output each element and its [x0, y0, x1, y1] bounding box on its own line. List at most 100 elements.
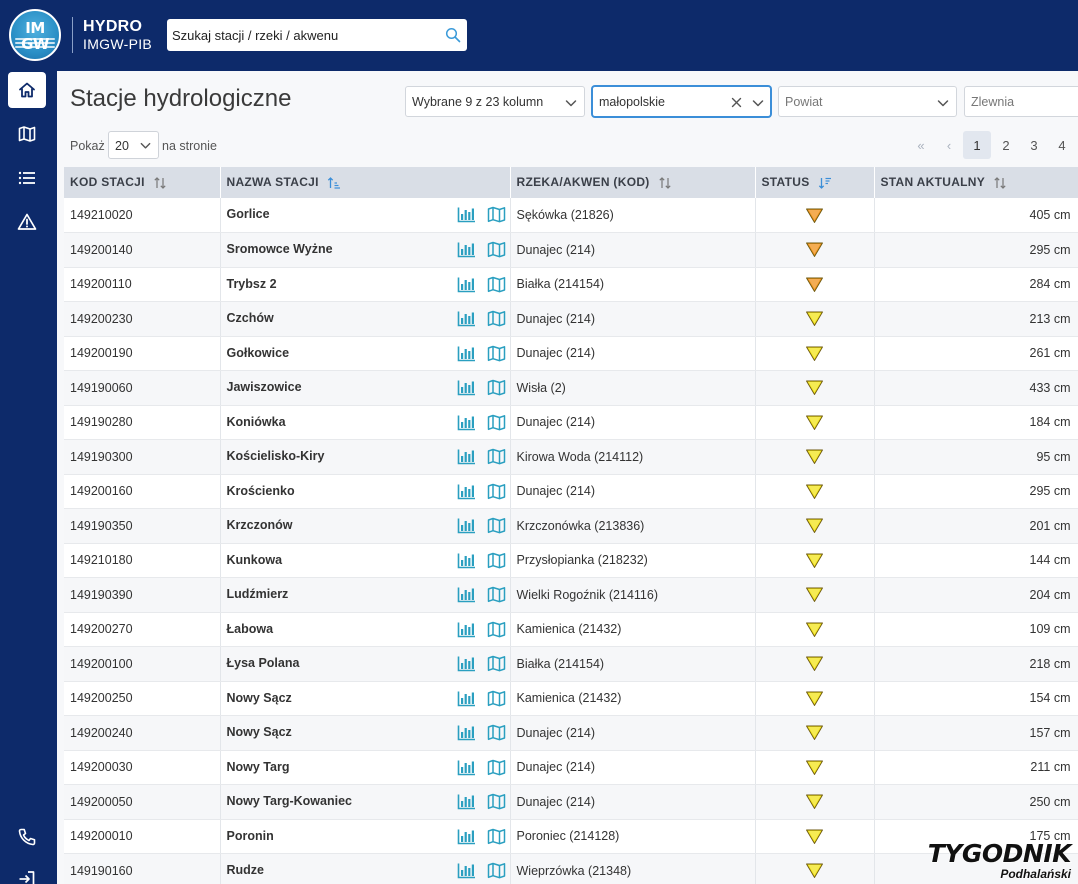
- chart-icon[interactable]: [457, 759, 476, 776]
- table-row[interactable]: 149200010 Poronin Poroniec (214128) 175 cm: [64, 819, 1078, 854]
- chart-icon[interactable]: [457, 621, 476, 638]
- county-dropdown[interactable]: Powiat: [778, 86, 957, 117]
- station-name[interactable]: Gołkowice: [226, 345, 290, 360]
- station-name[interactable]: Kościelisko-Kiry: [226, 449, 325, 463]
- column-header-status[interactable]: STATUS: [755, 167, 875, 198]
- station-name[interactable]: Łabowa: [226, 621, 274, 636]
- table-row[interactable]: 149200160 Krościenko Dunajec (214) 295 cm: [64, 474, 1078, 509]
- sidebar-item-contact[interactable]: [8, 819, 46, 855]
- chart-icon[interactable]: [457, 310, 476, 327]
- station-name[interactable]: Rudze: [226, 863, 265, 877]
- map-icon[interactable]: [487, 448, 506, 465]
- chart-icon[interactable]: [457, 414, 476, 431]
- pagination-page-1[interactable]: 1: [963, 131, 991, 159]
- columns-dropdown[interactable]: Wybrane 9 z 23 kolumn: [405, 86, 585, 117]
- table-row[interactable]: 149200240 Nowy Sącz Dunajec (214) 157 cm: [64, 715, 1078, 751]
- map-icon[interactable]: [487, 690, 506, 707]
- map-icon[interactable]: [487, 655, 506, 672]
- catchment-dropdown[interactable]: Zlewnia: [964, 86, 1078, 117]
- chart-icon[interactable]: [457, 690, 476, 707]
- pagination-page-2[interactable]: 2: [1002, 137, 1010, 153]
- map-icon[interactable]: [487, 483, 506, 500]
- table-row[interactable]: 149200100 Łysa Polana Białka (214154) 218 c…: [64, 646, 1078, 682]
- map-icon[interactable]: [487, 759, 506, 776]
- table-row[interactable]: 149190350 Krzczonów Krzczonówka (213836) 20…: [64, 508, 1078, 544]
- map-icon[interactable]: [487, 379, 506, 396]
- map-icon[interactable]: [487, 586, 506, 603]
- map-icon[interactable]: [487, 552, 506, 569]
- map-icon[interactable]: [487, 310, 506, 327]
- map-icon[interactable]: [487, 828, 506, 845]
- map-icon[interactable]: [487, 206, 506, 223]
- chart-icon[interactable]: [457, 793, 476, 810]
- column-header-river[interactable]: RZEKA/AKWEN (KOD): [510, 167, 756, 198]
- station-name[interactable]: Nowy Targ-Kowaniec: [226, 794, 352, 808]
- table-row[interactable]: 149200270 Łabowa Kamienica (21432) 109 cm: [64, 612, 1078, 647]
- chart-icon[interactable]: [457, 724, 476, 741]
- column-header-code[interactable]: KOD STACJI: [64, 167, 221, 198]
- sidebar-item-warnings[interactable]: [8, 204, 46, 240]
- chart-icon[interactable]: [457, 862, 476, 879]
- search-icon[interactable]: [445, 27, 461, 43]
- station-name[interactable]: Nowy Targ: [226, 759, 290, 774]
- table-row[interactable]: 149200230 Czchów Dunajec (214) 213 cm: [64, 301, 1078, 337]
- brand-title[interactable]: HYDRO: [83, 18, 143, 35]
- station-name[interactable]: Nowy Sącz: [226, 725, 292, 739]
- map-icon[interactable]: [487, 276, 506, 293]
- station-name[interactable]: Gorlice: [226, 207, 270, 221]
- imgw-logo[interactable]: IM GW: [9, 9, 61, 61]
- map-icon[interactable]: [487, 414, 506, 431]
- chart-icon[interactable]: [457, 345, 476, 362]
- chart-icon[interactable]: [457, 276, 476, 293]
- table-row[interactable]: 149190300 Kościelisko-Kiry Kirowa Woda (21…: [64, 439, 1078, 475]
- chart-icon[interactable]: [457, 517, 476, 534]
- column-header-name[interactable]: NAZWA STACJI: [220, 167, 511, 198]
- sidebar-item-map[interactable]: [8, 116, 46, 152]
- sidebar-item-login[interactable]: [8, 861, 46, 884]
- station-name[interactable]: Sromowce Wyżne: [226, 242, 333, 256]
- station-name[interactable]: Krzczonów: [226, 518, 293, 532]
- pagination-page-3[interactable]: 3: [1030, 137, 1038, 153]
- chart-icon[interactable]: [457, 655, 476, 672]
- brand-subtitle[interactable]: IMGW-PIB: [83, 36, 153, 52]
- table-row[interactable]: 149190060 Jawiszowice Wisła (2) 433 cm: [64, 370, 1078, 406]
- chart-icon[interactable]: [457, 379, 476, 396]
- station-name[interactable]: Czchów: [226, 311, 274, 325]
- sidebar-item-list[interactable]: [8, 160, 46, 196]
- voivodeship-dropdown[interactable]: małopolskie: [592, 86, 771, 117]
- table-row[interactable]: 149210180 Kunkowa Przysłopianka (218232) 14…: [64, 543, 1078, 578]
- map-icon[interactable]: [487, 862, 506, 879]
- chart-icon[interactable]: [457, 241, 476, 258]
- map-icon[interactable]: [487, 241, 506, 258]
- station-name[interactable]: Kunkowa: [226, 552, 283, 567]
- pagination-first[interactable]: «: [917, 137, 925, 153]
- station-name[interactable]: Łysa Polana: [226, 656, 300, 670]
- table-row[interactable]: 149200030 Nowy Targ Dunajec (214) 211 cm: [64, 750, 1078, 785]
- chart-icon[interactable]: [457, 448, 476, 465]
- station-name[interactable]: Poronin: [226, 828, 274, 843]
- table-row[interactable]: 149190280 Koniówka Dunajec (214) 184 cm: [64, 405, 1078, 440]
- table-row[interactable]: 149190160 Rudze Wieprzówka (21348): [64, 853, 1078, 884]
- chart-icon[interactable]: [457, 828, 476, 845]
- search-input[interactable]: [172, 24, 437, 46]
- station-name[interactable]: Jawiszowice: [226, 380, 302, 394]
- clear-icon[interactable]: [730, 96, 743, 109]
- table-row[interactable]: 149200190 Gołkowice Dunajec (214) 261 cm: [64, 336, 1078, 371]
- page-size-select[interactable]: 20: [108, 131, 159, 159]
- pagination-page-4[interactable]: 4: [1058, 137, 1066, 153]
- table-row[interactable]: 149200110 Trybsz 2 Białka (214154) 284 cm: [64, 267, 1078, 302]
- chart-icon[interactable]: [457, 552, 476, 569]
- map-icon[interactable]: [487, 793, 506, 810]
- station-name[interactable]: Koniówka: [226, 414, 286, 429]
- map-icon[interactable]: [487, 517, 506, 534]
- column-header-level[interactable]: STAN AKTUALNY: [874, 167, 1078, 198]
- station-name[interactable]: Ludźmierz: [226, 587, 289, 601]
- station-name[interactable]: Trybsz 2: [226, 276, 277, 291]
- table-row[interactable]: 149190390 Ludźmierz Wielki Rogoźnik (21411…: [64, 577, 1078, 613]
- map-icon[interactable]: [487, 621, 506, 638]
- table-row[interactable]: 149200140 Sromowce Wyżne Dunajec (214) 295 …: [64, 232, 1078, 268]
- station-name[interactable]: Krościenko: [226, 483, 295, 498]
- table-row[interactable]: 149200050 Nowy Targ-Kowaniec Dunajec (214)…: [64, 784, 1078, 820]
- chart-icon[interactable]: [457, 483, 476, 500]
- table-row[interactable]: 149200250 Nowy Sącz Kamienica (21432) 154 c…: [64, 681, 1078, 716]
